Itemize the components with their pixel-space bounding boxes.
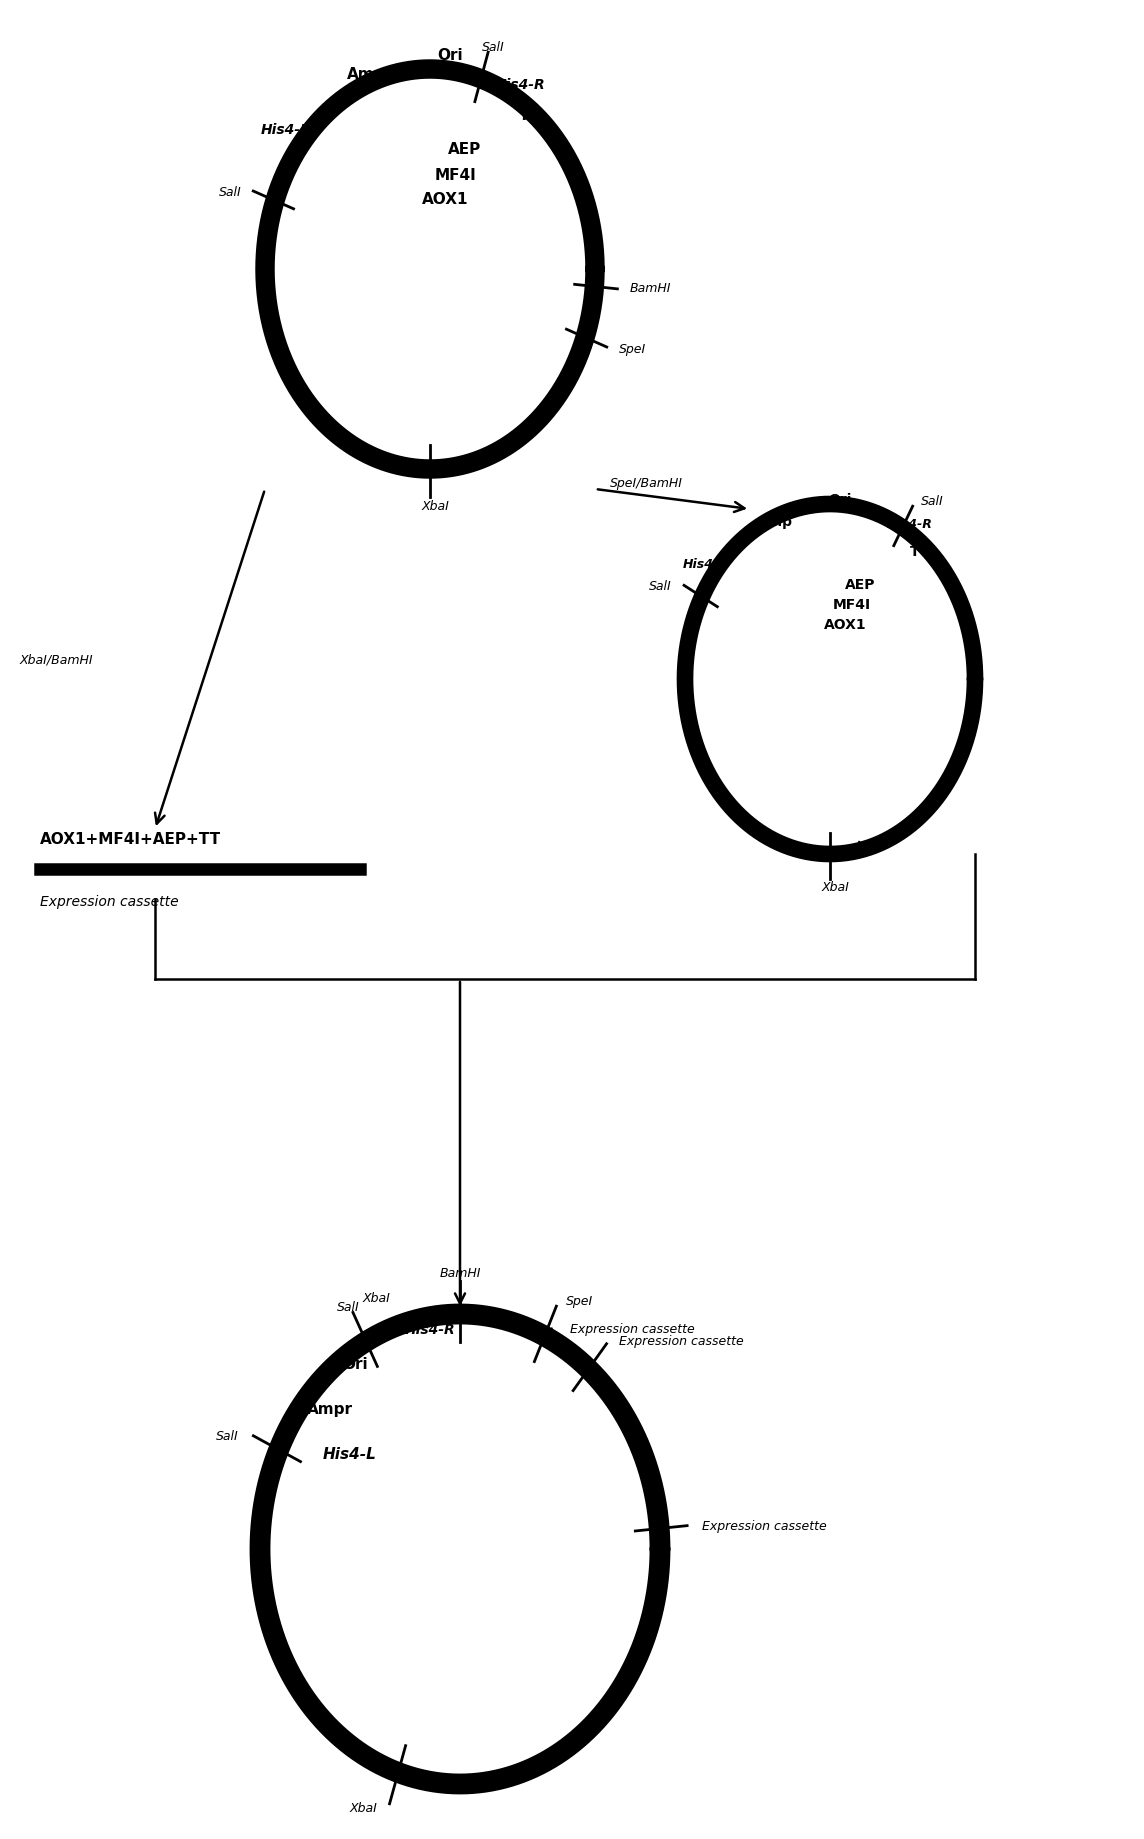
Text: XbaI: XbaI: [821, 881, 849, 894]
Text: SalI: SalI: [650, 579, 672, 592]
Text: AOX1: AOX1: [824, 618, 866, 631]
Text: BamHI: BamHI: [629, 281, 670, 294]
Text: His4-R: His4-R: [494, 77, 546, 92]
Text: His4-L: His4-L: [323, 1447, 376, 1462]
Text: Expression cassette: Expression cassette: [702, 1519, 827, 1532]
Text: SalI: SalI: [219, 186, 241, 199]
Text: Expression cassette: Expression cassette: [619, 1333, 744, 1346]
Text: Ampr: Ampr: [307, 1401, 353, 1416]
Text: XbaI: XbaI: [363, 1291, 390, 1304]
Text: SalI: SalI: [921, 495, 944, 508]
Text: SalI: SalI: [215, 1429, 238, 1442]
Text: Expression cassette: Expression cassette: [40, 894, 178, 908]
Text: XbaI: XbaI: [350, 1800, 378, 1813]
Text: XbaI/BamHI: XbaI/BamHI: [19, 653, 94, 666]
Text: SalI: SalI: [336, 1300, 359, 1313]
Text: AEP: AEP: [448, 142, 482, 158]
Text: Ori: Ori: [437, 48, 463, 63]
Text: His4-L: His4-L: [261, 123, 309, 136]
Text: AEP: AEP: [844, 577, 875, 592]
Text: Expression cassette: Expression cassette: [570, 1322, 694, 1335]
Ellipse shape: [702, 526, 958, 833]
Text: BamHI: BamHI: [439, 1267, 480, 1280]
Text: MF4I: MF4I: [434, 167, 476, 182]
Text: XbaI: XbaI: [421, 500, 448, 513]
Text: Amp: Amp: [757, 515, 793, 528]
Text: SpeI/BamHI: SpeI/BamHI: [610, 476, 683, 489]
Text: His4-R: His4-R: [405, 1322, 455, 1337]
Text: SalI: SalI: [482, 40, 505, 53]
Text: Ampr: Ampr: [347, 68, 394, 83]
Text: TT: TT: [911, 544, 930, 559]
Text: His4-R: His4-R: [887, 519, 934, 531]
Text: SpeI: SpeI: [566, 1295, 594, 1308]
Text: SpeI: SpeI: [619, 342, 646, 355]
Text: Ori: Ori: [828, 493, 851, 508]
Ellipse shape: [285, 94, 575, 445]
Text: His4-L: His4-L: [683, 559, 728, 572]
Text: AOX1+MF4I+AEP+TT: AOX1+MF4I+AEP+TT: [40, 831, 221, 848]
Text: Ori: Ori: [342, 1357, 368, 1372]
Ellipse shape: [284, 1342, 636, 1756]
Text: AOX1: AOX1: [422, 193, 468, 208]
Text: MF4I: MF4I: [833, 598, 871, 612]
Text: TT: TT: [519, 107, 541, 123]
